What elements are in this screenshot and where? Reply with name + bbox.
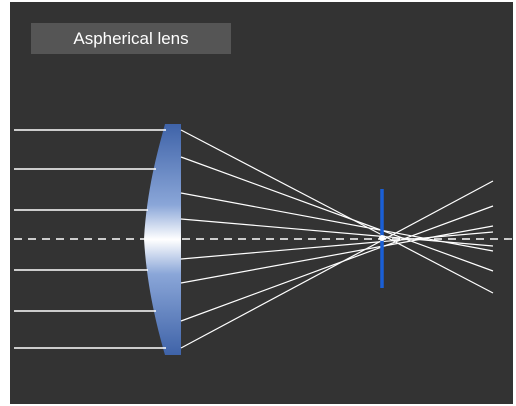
refracted-ray	[180, 180, 494, 349]
refracted-ray	[180, 231, 494, 260]
refracted-ray	[180, 129, 494, 294]
refracted-ray	[180, 156, 494, 272]
refracted-ray	[180, 218, 494, 247]
diagram-panel	[10, 2, 513, 404]
incoming-rays	[14, 129, 166, 349]
refracted-ray	[180, 205, 494, 322]
focal-point	[379, 235, 385, 241]
aspherical-lens	[144, 124, 181, 355]
refracted-ray	[180, 225, 494, 284]
refracted-rays	[180, 129, 494, 349]
title-label: Aspherical lens	[31, 23, 231, 54]
